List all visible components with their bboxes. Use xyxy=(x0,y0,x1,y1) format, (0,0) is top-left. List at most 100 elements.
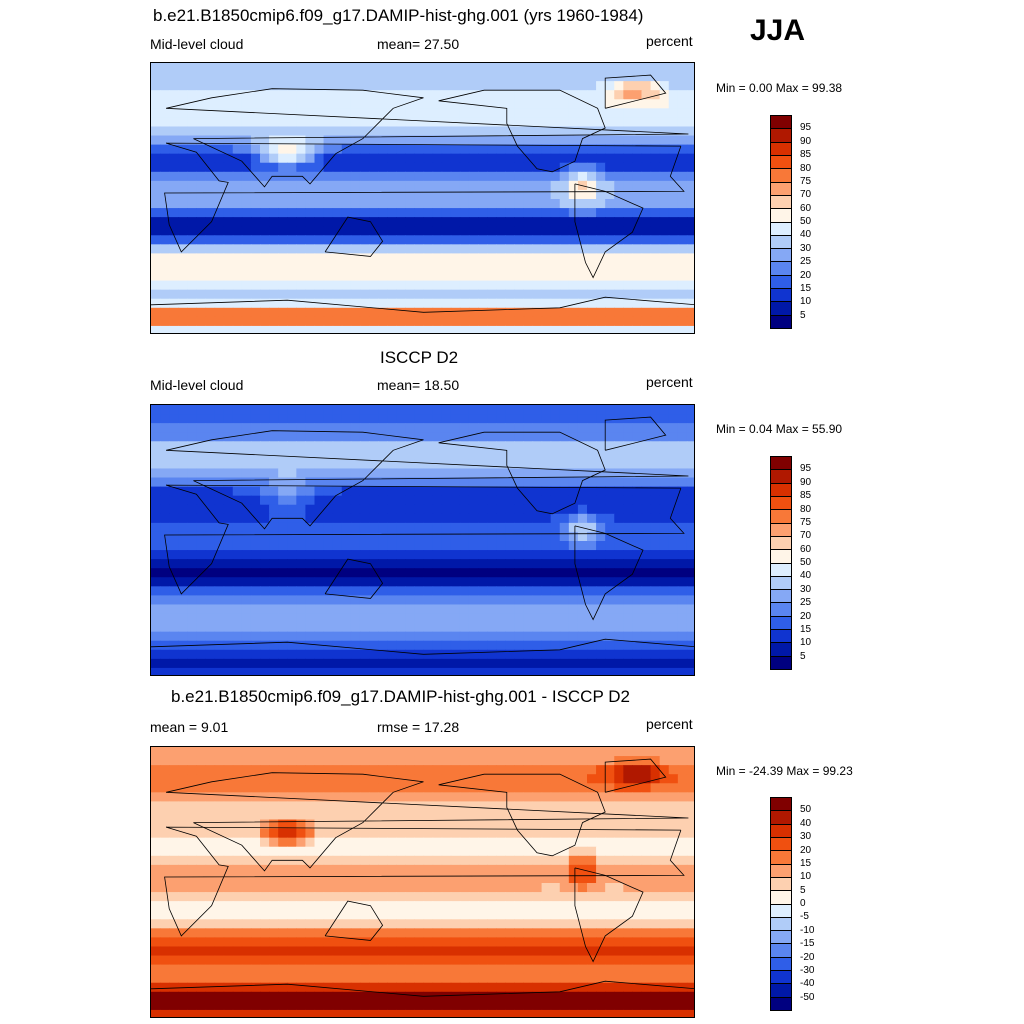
field-cell xyxy=(169,522,179,533)
field-cell xyxy=(632,81,643,91)
field-cell xyxy=(577,910,588,920)
field-cell xyxy=(396,441,406,451)
field-cell xyxy=(623,513,634,524)
field-cell xyxy=(686,495,694,506)
field-cell xyxy=(151,208,161,218)
field-cell xyxy=(478,307,488,318)
field-cell xyxy=(151,631,161,642)
field-cell xyxy=(432,928,443,938)
field-cell xyxy=(441,846,452,857)
field-cell xyxy=(505,486,515,497)
field-cell xyxy=(568,298,579,309)
field-cell xyxy=(487,928,497,938)
field-cell xyxy=(677,901,688,911)
field-cell xyxy=(496,171,506,182)
field-cell xyxy=(178,928,188,938)
field-cell xyxy=(487,180,497,191)
field-cell xyxy=(605,513,615,524)
field-cell xyxy=(269,180,279,191)
field-cell xyxy=(359,631,370,642)
field-cell xyxy=(514,586,525,596)
field-cell xyxy=(269,846,279,857)
field-cell xyxy=(559,892,570,902)
field-cell xyxy=(550,63,561,73)
field-cell xyxy=(241,423,252,433)
field-cell xyxy=(196,459,207,470)
field-cell xyxy=(677,774,688,784)
field-cell xyxy=(232,405,243,415)
field-cell xyxy=(350,432,361,442)
field-cell xyxy=(396,747,406,757)
field-cell xyxy=(686,450,694,460)
field-cell xyxy=(505,477,515,488)
field-cell xyxy=(459,441,470,451)
field-cell xyxy=(214,613,225,624)
colorbar-tick-label: 40 xyxy=(800,570,812,582)
field-cell xyxy=(650,613,661,624)
field-cell xyxy=(659,298,670,309)
field-cell xyxy=(632,774,643,784)
field-cell xyxy=(532,99,543,109)
field-cell xyxy=(677,162,688,173)
field-cell xyxy=(659,423,670,433)
field-cell xyxy=(223,199,234,209)
field-cell xyxy=(314,846,325,857)
field-cell xyxy=(196,756,207,766)
field-cell xyxy=(632,99,643,109)
field-cell xyxy=(459,495,470,506)
field-cell xyxy=(250,414,261,424)
field-cell xyxy=(478,640,488,651)
field-cell xyxy=(305,414,316,424)
field-cell xyxy=(496,126,506,137)
field-cell xyxy=(178,126,188,137)
field-cell xyxy=(387,189,397,200)
field-cell xyxy=(577,846,588,857)
field-cell xyxy=(459,577,470,587)
field-cell xyxy=(359,289,370,300)
field-cell xyxy=(677,63,688,73)
field-cell xyxy=(587,441,597,451)
field-cell xyxy=(359,622,370,633)
field-cell xyxy=(532,910,543,920)
field-cell xyxy=(514,604,525,615)
field-cell xyxy=(614,108,624,118)
field-cell xyxy=(378,153,388,164)
field-cell xyxy=(686,180,694,191)
field-cell xyxy=(314,144,325,155)
field-cell xyxy=(505,883,515,893)
field-cell xyxy=(369,649,379,660)
field-cell xyxy=(296,846,307,857)
field-cell xyxy=(350,531,361,542)
field-cell xyxy=(223,756,234,766)
field-cell xyxy=(550,919,561,929)
field-cell xyxy=(686,783,694,793)
field-cell xyxy=(260,892,270,902)
field-cell xyxy=(659,189,670,200)
field-cell xyxy=(387,883,397,893)
field-cell xyxy=(169,828,179,839)
field-cell xyxy=(187,667,198,675)
field-cell xyxy=(623,522,634,533)
field-cell xyxy=(550,432,561,442)
field-cell xyxy=(459,208,470,218)
field-cell xyxy=(568,477,579,488)
field-cell xyxy=(405,217,416,227)
coastline xyxy=(164,484,685,595)
field-cell xyxy=(305,189,316,200)
field-cell xyxy=(596,81,606,91)
field-cell xyxy=(550,262,561,273)
field-cell xyxy=(151,801,161,812)
field-cell xyxy=(514,919,525,929)
field-cell xyxy=(414,135,425,146)
field-cell xyxy=(305,649,316,660)
field-cell xyxy=(196,180,207,191)
field-cell xyxy=(169,928,179,938)
field-cell xyxy=(623,631,634,642)
field-cell xyxy=(614,217,624,227)
field-cell xyxy=(160,117,170,128)
field-cell xyxy=(505,262,515,273)
field-cell xyxy=(532,108,543,118)
field-cell xyxy=(151,919,161,929)
field-cell xyxy=(423,846,434,857)
field-cell xyxy=(305,459,316,470)
